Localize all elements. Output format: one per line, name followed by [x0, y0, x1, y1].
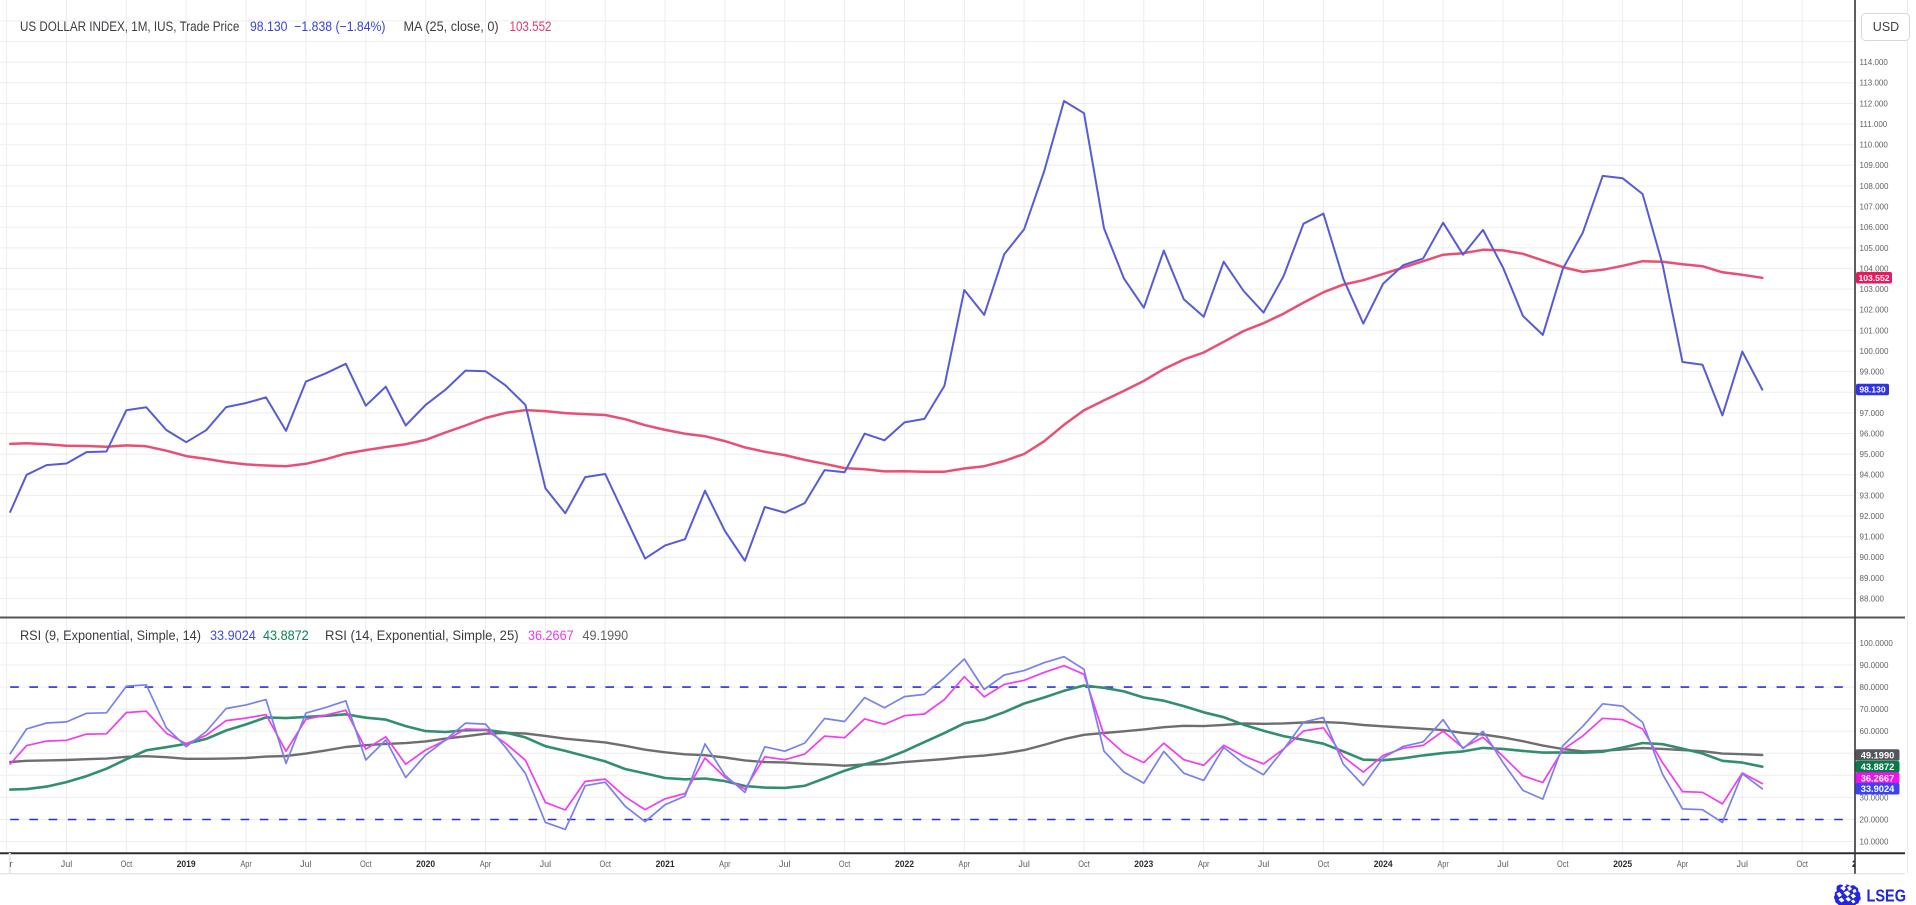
svg-text:30.0000: 30.0000	[1860, 793, 1889, 802]
svg-text:Oct: Oct	[121, 859, 133, 870]
svg-text:USD: USD	[1873, 20, 1899, 34]
svg-text:Jul: Jul	[1258, 859, 1270, 870]
svg-text:2026: 2026	[1853, 859, 1872, 870]
svg-text:105.000: 105.000	[1860, 244, 1889, 253]
svg-text:2022: 2022	[895, 859, 914, 870]
svg-text:110.000: 110.000	[1860, 141, 1889, 150]
svg-text:43.8872: 43.8872	[1861, 762, 1895, 772]
svg-text:Oct: Oct	[1796, 859, 1808, 870]
svg-text:Jul: Jul	[300, 859, 312, 870]
svg-text:2019: 2019	[177, 859, 196, 870]
svg-text:Apr: Apr	[959, 859, 971, 870]
svg-text:43.8872: 43.8872	[263, 628, 309, 643]
svg-text:RSI (9, Exponential, Simple, 1: RSI (9, Exponential, Simple, 14)	[20, 628, 201, 643]
svg-text:89.000: 89.000	[1860, 574, 1885, 583]
svg-text:80.0000: 80.0000	[1860, 683, 1889, 692]
svg-text:US DOLLAR INDEX, 1M, IUS, Trad: US DOLLAR INDEX, 1M, IUS, Trade Price	[20, 19, 239, 34]
svg-text:2025: 2025	[1613, 859, 1633, 870]
svg-text:95.000: 95.000	[1860, 450, 1885, 459]
svg-text:109.000: 109.000	[1860, 161, 1889, 170]
svg-text:Apr: Apr	[240, 859, 252, 870]
svg-text:92.000: 92.000	[1860, 512, 1885, 521]
svg-text:96.000: 96.000	[1860, 429, 1885, 438]
svg-text:103.552: 103.552	[510, 19, 552, 34]
svg-text:33.9024: 33.9024	[1861, 784, 1895, 794]
svg-text:Apr: Apr	[1677, 859, 1689, 870]
svg-text:90.000: 90.000	[1860, 553, 1885, 562]
svg-text:93.000: 93.000	[1860, 491, 1885, 500]
svg-text:114.000: 114.000	[1860, 58, 1889, 67]
svg-text:94.000: 94.000	[1860, 471, 1885, 480]
svg-text:Oct: Oct	[1078, 859, 1090, 870]
svg-text:33.9024: 33.9024	[210, 628, 256, 643]
svg-text:108.000: 108.000	[1860, 182, 1889, 191]
svg-text:Oct: Oct	[360, 859, 372, 870]
svg-text:2023: 2023	[1134, 859, 1153, 870]
svg-text:60.0000: 60.0000	[1860, 727, 1889, 736]
svg-text:2021: 2021	[656, 859, 676, 870]
svg-text:2020: 2020	[416, 859, 435, 870]
svg-text:Apr: Apr	[719, 859, 731, 870]
svg-text:Jul: Jul	[779, 859, 791, 870]
svg-text:88.000: 88.000	[1860, 595, 1885, 604]
svg-text:107.000: 107.000	[1860, 203, 1889, 212]
svg-text:100.000: 100.000	[1860, 347, 1889, 356]
svg-text:97.000: 97.000	[1860, 409, 1885, 418]
svg-text:LSEG: LSEG	[1867, 886, 1907, 905]
svg-text:Apr: Apr	[480, 859, 492, 870]
svg-text:Jul: Jul	[1497, 859, 1509, 870]
svg-text:Oct: Oct	[839, 859, 851, 870]
svg-text:RSI (14, Exponential, Simple,: RSI (14, Exponential, Simple, 25)	[325, 628, 519, 643]
svg-text:100.0000: 100.0000	[1860, 639, 1894, 648]
svg-text:Jul: Jul	[540, 859, 552, 870]
svg-text:104.000: 104.000	[1860, 264, 1889, 273]
svg-text:98.130 −1.838 (−1.84%): 98.130 −1.838 (−1.84%)	[250, 19, 386, 34]
svg-text:MA (25, close, 0): MA (25, close, 0)	[404, 19, 499, 34]
svg-text:91.000: 91.000	[1860, 533, 1885, 542]
svg-text:49.1990: 49.1990	[583, 628, 629, 643]
svg-text:103.000: 103.000	[1860, 285, 1889, 294]
svg-text:101.000: 101.000	[1860, 326, 1889, 335]
svg-text:90.0000: 90.0000	[1860, 661, 1889, 670]
svg-text:103.552: 103.552	[1858, 273, 1889, 283]
svg-text:112.000: 112.000	[1860, 99, 1889, 108]
svg-text:99.000: 99.000	[1860, 368, 1885, 377]
svg-text:36.2667: 36.2667	[528, 628, 574, 643]
svg-text:10.0000: 10.0000	[1860, 837, 1889, 846]
svg-text:70.0000: 70.0000	[1860, 705, 1889, 714]
svg-text:113.000: 113.000	[1860, 79, 1889, 88]
svg-text:Oct: Oct	[1318, 859, 1330, 870]
svg-text:Apr: Apr	[1437, 859, 1449, 870]
svg-text:Jul: Jul	[1737, 859, 1749, 870]
svg-text:2024: 2024	[1374, 859, 1394, 870]
svg-text:Jul: Jul	[61, 859, 73, 870]
svg-text:36.2667: 36.2667	[1861, 773, 1895, 783]
svg-text:20.0000: 20.0000	[1860, 815, 1889, 824]
svg-text:Oct: Oct	[599, 859, 611, 870]
svg-text:106.000: 106.000	[1860, 223, 1889, 232]
svg-text:r: r	[9, 859, 13, 870]
svg-text:Apr: Apr	[1198, 859, 1210, 870]
svg-text:98.130: 98.130	[1859, 385, 1886, 395]
svg-text:49.1990: 49.1990	[1861, 750, 1895, 760]
svg-text:Jul: Jul	[1018, 859, 1030, 870]
svg-text:Oct: Oct	[1557, 859, 1569, 870]
svg-text:2026: 2026	[1852, 859, 1871, 870]
svg-text:111.000: 111.000	[1860, 120, 1888, 129]
svg-text:102.000: 102.000	[1860, 306, 1889, 315]
